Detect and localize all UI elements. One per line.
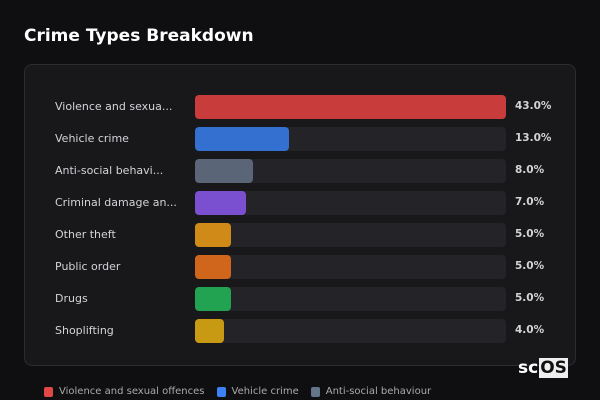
bar[interactable] xyxy=(195,319,224,343)
bar-row: Shoplifting 4.0% xyxy=(25,319,577,343)
legend-item[interactable]: Vehicle crime xyxy=(216,386,299,397)
bar[interactable] xyxy=(195,255,232,279)
bar[interactable] xyxy=(195,287,232,311)
category-label: Criminal damage an... xyxy=(55,196,177,209)
legend-item[interactable]: Violence and sexual offences xyxy=(44,386,205,397)
bar-row: Other theft 5.0% xyxy=(25,223,577,247)
value-label: 7.0% xyxy=(515,196,545,208)
legend-item[interactable]: Anti-social behaviour xyxy=(310,386,432,397)
bar-row: Violence and sexua... 43.0% xyxy=(25,95,577,119)
bar-track xyxy=(195,191,506,215)
value-label: 8.0% xyxy=(515,164,545,176)
category-label: Violence and sexua... xyxy=(55,100,173,113)
bar-row: Vehicle crime 13.0% xyxy=(25,127,577,151)
value-label: 4.0% xyxy=(515,324,545,336)
chart-title: Crime Types Breakdown xyxy=(24,26,254,46)
category-label: Anti-social behavi... xyxy=(55,164,164,177)
bar-row: Anti-social behavi... 8.0% xyxy=(25,159,577,183)
category-label: Shoplifting xyxy=(55,324,114,337)
bar-row: Public order 5.0% xyxy=(25,255,577,279)
bar[interactable] xyxy=(195,127,290,151)
bar-track xyxy=(195,127,506,151)
chart-panel: Violence and sexua... 43.0% Vehicle crime… xyxy=(24,64,576,366)
bar-track xyxy=(195,255,506,279)
bar[interactable] xyxy=(195,223,232,247)
bar-row: Drugs 5.0% xyxy=(25,287,577,311)
bar[interactable] xyxy=(195,159,253,183)
category-label: Public order xyxy=(55,260,121,273)
legend-swatch xyxy=(310,386,320,397)
value-label: 5.0% xyxy=(515,228,545,240)
bar-track xyxy=(195,95,506,119)
bar-row: Criminal damage an... 7.0% xyxy=(25,191,577,215)
bar-track xyxy=(195,319,506,343)
category-label: Vehicle crime xyxy=(55,132,129,145)
value-label: 43.0% xyxy=(515,100,552,112)
category-label: Drugs xyxy=(55,292,88,305)
category-label: Other theft xyxy=(55,228,116,241)
legend: Violence and sexual offences Vehicle crim… xyxy=(44,386,431,397)
legend-label: Anti-social behaviour xyxy=(325,386,432,397)
bar-track xyxy=(195,159,506,183)
value-label: 5.0% xyxy=(515,260,545,272)
legend-label: Vehicle crime xyxy=(231,386,299,397)
bar-track xyxy=(195,223,506,247)
value-label: 13.0% xyxy=(515,132,552,144)
value-label: 5.0% xyxy=(515,292,545,304)
legend-label: Violence and sexual offences xyxy=(59,386,205,397)
bar[interactable] xyxy=(195,95,506,119)
legend-swatch xyxy=(44,386,53,397)
legend-swatch xyxy=(216,386,226,397)
bar[interactable] xyxy=(195,191,246,215)
bar-track xyxy=(195,287,506,311)
logo: sc OS xyxy=(518,358,568,378)
